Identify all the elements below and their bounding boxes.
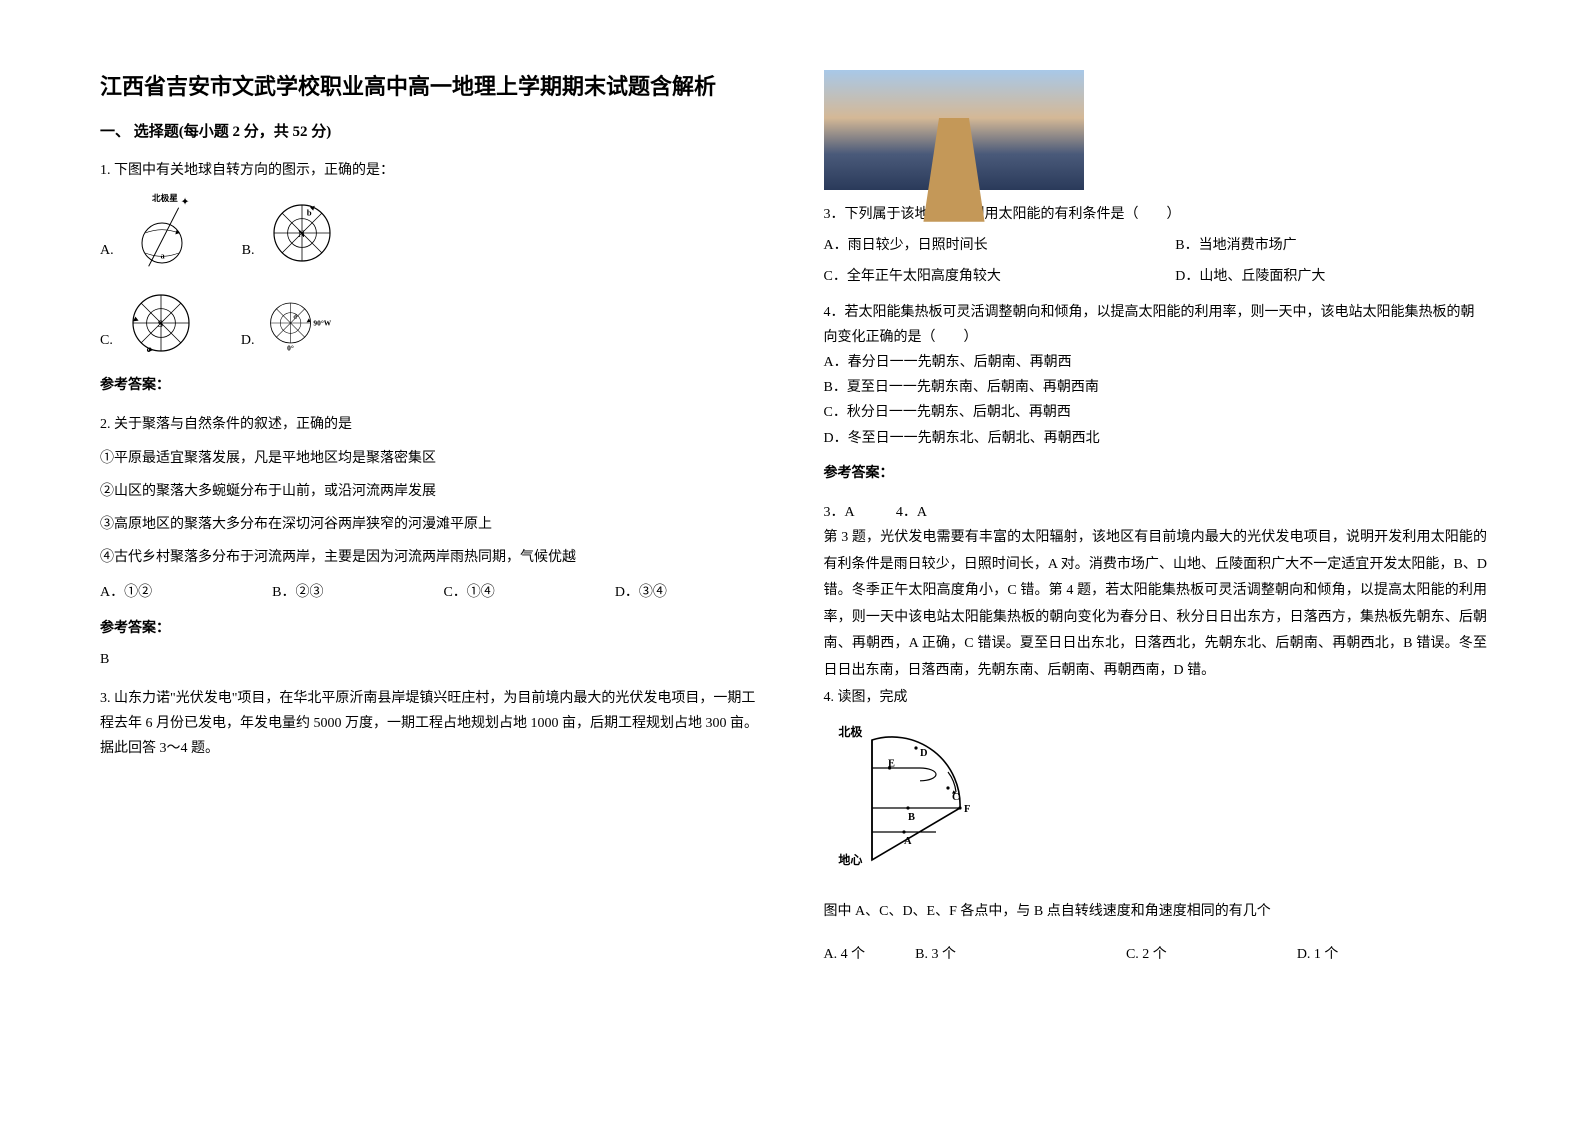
q2-stem: 2. 关于聚落与自然条件的叙述，正确的是 bbox=[100, 412, 764, 437]
q34-answer-label: 参考答案： bbox=[824, 461, 1488, 486]
svg-text:N: N bbox=[298, 229, 305, 240]
q2-answer: B bbox=[100, 647, 764, 672]
question-4: 4．若太阳能集热板可灵活调整朝向和倾角，以提高太阳能的利用率，则一天中，该电站太… bbox=[824, 300, 1488, 451]
q1-diagram-a-wrap: A. 北极星 ✦ a bbox=[100, 193, 202, 273]
earth-rotation-diagram-a: 北极星 ✦ a bbox=[122, 193, 202, 273]
section-header: 一、 选择题(每小题 2 分，共 52 分) bbox=[100, 119, 764, 146]
earth-rotation-diagram-d: d 90°W 0° bbox=[262, 283, 342, 363]
question-3: 3．下列属于该地区开发利用太阳能的有利条件是（ ） A．雨日较少，日照时间长 B… bbox=[824, 202, 1488, 290]
q34-answer-line: 3．A 4．A bbox=[824, 500, 1488, 525]
svg-text:a: a bbox=[160, 252, 164, 261]
q2-option-a: A．①② bbox=[100, 580, 152, 605]
question-3-intro: 3. 山东力诺"光伏发电"项目，在华北平原沂南县岸堤镇兴旺庄村，为目前境内最大的… bbox=[100, 686, 764, 762]
svg-text:0°: 0° bbox=[288, 344, 295, 353]
svg-text:✦: ✦ bbox=[180, 196, 189, 208]
solar-farm-photo bbox=[824, 70, 1084, 190]
q2-answer-label: 参考答案： bbox=[100, 616, 764, 641]
q1-option-a-label: A. bbox=[100, 238, 114, 273]
q34-explanation: 第 3 题，光伏发电需要有丰富的太阳辐射，该地区有目前境内最大的光伏发电项目，说… bbox=[824, 525, 1488, 685]
svg-text:b: b bbox=[307, 208, 312, 218]
q4-stem: 4．若太阳能集热板可灵活调整朝向和倾角，以提高太阳能的利用率，则一天中，该电站太… bbox=[824, 300, 1488, 350]
q3-option-c: C．全年正午太阳高度角较大 bbox=[824, 264, 1136, 289]
q1-diagram-row-2: C. S c D. bbox=[100, 283, 764, 363]
q4b-question: 图中 A、C、D、E、F 各点中，与 B 点自转线速度和角速度相同的有几个 bbox=[824, 899, 1488, 924]
q2-statement-2: ②山区的聚落大多蜿蜒分布于山前，或沿河流两岸发展 bbox=[100, 479, 764, 504]
q4-option-d: D．冬至日一一先朝东北、后朝北、再朝西北 bbox=[824, 426, 1488, 451]
q2-option-c: C．①④ bbox=[443, 580, 494, 605]
right-column: 3．下列属于该地区开发利用太阳能的有利条件是（ ） A．雨日较少，日照时间长 B… bbox=[824, 70, 1488, 1052]
svg-text:北极: 北极 bbox=[838, 724, 863, 739]
svg-text:地心: 地心 bbox=[838, 852, 862, 867]
question-2: 2. 关于聚落与自然条件的叙述，正确的是 ①平原最适宜聚落发展，凡是平地地区均是… bbox=[100, 412, 764, 605]
q1-answer-label: 参考答案： bbox=[100, 373, 764, 398]
page-title: 江西省吉安市文武学校职业高中高一地理上学期期末试题含解析 bbox=[100, 70, 764, 103]
q1-diagram-row-1: A. 北极星 ✦ a B. bbox=[100, 193, 764, 273]
q4b-option-a: A. 4 个 bbox=[824, 942, 866, 967]
q3-options: A．雨日较少，日照时间长 B．当地消费市场广 C．全年正午太阳高度角较大 D．山… bbox=[824, 233, 1488, 289]
q4-option-c: C．秋分日一一先朝东、后朝北、再朝西 bbox=[824, 400, 1488, 425]
globe-diagram: 北极 地心 A B C D E F bbox=[824, 720, 984, 880]
earth-rotation-diagram-c: S c bbox=[121, 283, 201, 363]
svg-text:90°W: 90°W bbox=[314, 318, 332, 327]
q3-option-b: B．当地消费市场广 bbox=[1175, 233, 1487, 258]
q1-diagram-c-wrap: C. S c bbox=[100, 283, 201, 363]
q4b-options: A. 4 个 B. 3 个 C. 2 个 D. 1 个 bbox=[824, 942, 1488, 967]
q4b-option-b: B. 3 个 bbox=[915, 942, 956, 967]
q3-option-a: A．雨日较少，日照时间长 bbox=[824, 233, 1136, 258]
left-column: 江西省吉安市文武学校职业高中高一地理上学期期末试题含解析 一、 选择题(每小题 … bbox=[100, 70, 764, 1052]
q2-statement-4: ④古代乡村聚落多分布于河流两岸，主要是因为河流两岸雨热同期，气候优越 bbox=[100, 545, 764, 570]
q2-option-d: D．③④ bbox=[615, 580, 667, 605]
q4b-option-c: C. 2 个 bbox=[1126, 942, 1167, 967]
q1-option-b-label: B. bbox=[242, 238, 255, 273]
q1-diagram-d-wrap: D. d 90°W 0° bbox=[241, 283, 343, 363]
svg-text:D: D bbox=[920, 748, 928, 759]
q4b-stem: 4. 读图，完成 bbox=[824, 685, 1488, 710]
svg-text:B: B bbox=[908, 812, 915, 823]
q4b-option-d: D. 1 个 bbox=[1297, 942, 1339, 967]
q4-option-a: A．春分日一一先朝东、后朝南、再朝西 bbox=[824, 350, 1488, 375]
question-4b: 4. 读图，完成 北极 地心 A B C D E F 图中 A、C、D、E、F … bbox=[824, 685, 1488, 968]
q1-option-c-label: C. bbox=[100, 328, 113, 363]
polar-star-text: 北极星 bbox=[152, 193, 178, 203]
earth-rotation-diagram-b: N b bbox=[262, 193, 342, 273]
question-1: 1. 下图中有关地球自转方向的图示，正确的是： A. 北极星 ✦ a B. bbox=[100, 158, 764, 363]
q1-stem: 1. 下图中有关地球自转方向的图示，正确的是： bbox=[100, 158, 764, 183]
svg-text:F: F bbox=[964, 804, 970, 815]
q4-option-b: B．夏至日一一先朝东南、后朝南、再朝西南 bbox=[824, 375, 1488, 400]
q2-option-b: B．②③ bbox=[272, 580, 323, 605]
svg-text:S: S bbox=[158, 319, 163, 330]
q2-statement-1: ①平原最适宜聚落发展，凡是平地地区均是聚落密集区 bbox=[100, 446, 764, 471]
q2-statement-3: ③高原地区的聚落大多分布在深切河谷两岸狭窄的河漫滩平原上 bbox=[100, 512, 764, 537]
q3-option-d: D．山地、丘陵面积广大 bbox=[1175, 264, 1487, 289]
svg-text:A: A bbox=[904, 836, 912, 847]
svg-text:C: C bbox=[952, 792, 960, 803]
svg-text:d: d bbox=[294, 314, 298, 321]
photo-road bbox=[923, 118, 984, 222]
q2-options: A．①② B．②③ C．①④ D．③④ bbox=[100, 580, 764, 605]
q1-diagram-b-wrap: B. N b bbox=[242, 193, 343, 273]
q1-option-d-label: D. bbox=[241, 328, 255, 363]
q3-stem: 3．下列属于该地区开发利用太阳能的有利条件是（ ） bbox=[824, 202, 1488, 227]
